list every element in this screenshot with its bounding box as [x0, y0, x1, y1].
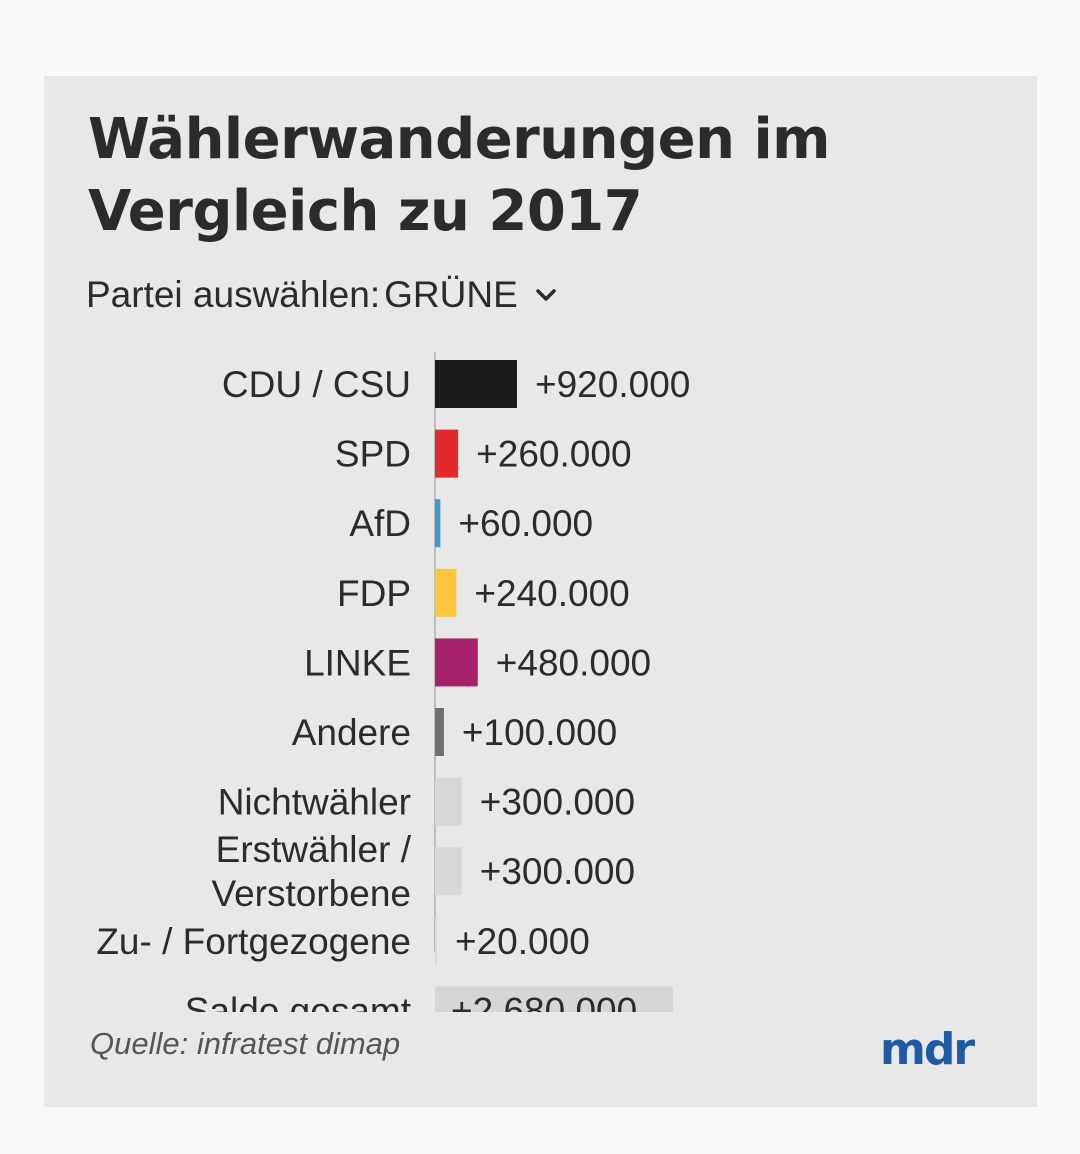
bar-value-label: +480.000: [496, 642, 651, 683]
title-line-2: Vergleich zu 2017: [88, 179, 643, 244]
bar-row: +240.000 FDP: [337, 568, 630, 617]
bar: [435, 847, 462, 896]
bar-value-label: +2.680.000: [451, 990, 637, 1012]
mdr-logo: mdr: [880, 1030, 977, 1070]
bar-value-label: +240.000: [474, 573, 629, 614]
bar: [435, 708, 444, 756]
bar-value-label: +300.000: [480, 782, 635, 823]
party-selector[interactable]: Partei auswählen: GRÜNE: [86, 274, 560, 316]
bar-row: +100.000 Andere: [292, 708, 617, 756]
bar-row: +60.000 AfD: [349, 499, 593, 548]
category-label: FDP: [337, 573, 411, 614]
bar-row: +20.000 Zu- / Fortgezogene: [96, 916, 590, 965]
chart-card: Wählerwanderungen im Vergleich zu 2017 P…: [44, 76, 1037, 1107]
source-note: Quelle: infratest dimap: [90, 1026, 401, 1061]
bar: [435, 499, 441, 548]
category-label: Nichtwähler: [218, 782, 411, 823]
bar-row: +300.000 Nichtwähler: [218, 777, 635, 826]
chart-title: Wählerwanderungen im Vergleich zu 2017: [88, 104, 831, 248]
title-line-1: Wählerwanderungen im: [88, 107, 831, 172]
category-label: Verstorbene: [211, 873, 411, 914]
bar-row: +480.000 LINKE: [304, 638, 651, 687]
category-label: LINKE: [304, 642, 411, 683]
bar-row: +260.000 SPD: [335, 429, 632, 478]
bar-value-label: +100.000: [462, 712, 617, 753]
bar-value-label: +20.000: [455, 921, 590, 962]
bar: [435, 916, 437, 965]
bar: [435, 638, 478, 687]
bar-total: [435, 986, 673, 1012]
bar: [435, 777, 462, 826]
category-label: Saldo gesamt: [185, 990, 412, 1012]
mdr-logo-text: mdr: [880, 1030, 975, 1070]
category-label: Erstwähler /: [216, 829, 412, 870]
category-label: Andere: [292, 712, 411, 753]
bar-value-label: +920.000: [535, 364, 690, 405]
bar-value-label: +260.000: [476, 434, 631, 475]
bar-value-label: +300.000: [480, 851, 635, 892]
category-label: Zu- / Fortgezogene: [96, 921, 411, 962]
category-label: SPD: [335, 434, 411, 475]
bar: [435, 568, 457, 617]
bar-row: +2.680.000 Saldo gesamt: [185, 986, 673, 1012]
bar-value-label: +60.000: [458, 503, 593, 544]
bar: [435, 360, 517, 408]
bar-row: +920.000 CDU / CSU: [222, 360, 690, 408]
party-selector-label: Partei auswählen:: [86, 274, 381, 315]
category-label: AfD: [349, 503, 411, 544]
party-selector-value: GRÜNE: [384, 274, 518, 315]
bar-chart: +920.000 CDU / CSU +260.000 SPD +60.000 AfD +2…: [96, 352, 690, 1012]
category-label: CDU / CSU: [222, 364, 411, 405]
chevron-down-icon: [536, 289, 556, 301]
bar-row: +300.000 Erstwähler /Verstorbene: [211, 829, 635, 914]
bar: [435, 429, 459, 478]
chart-area: +920.000 CDU / CSU +260.000 SPD +60.000 AfD +2…: [44, 352, 1037, 1012]
